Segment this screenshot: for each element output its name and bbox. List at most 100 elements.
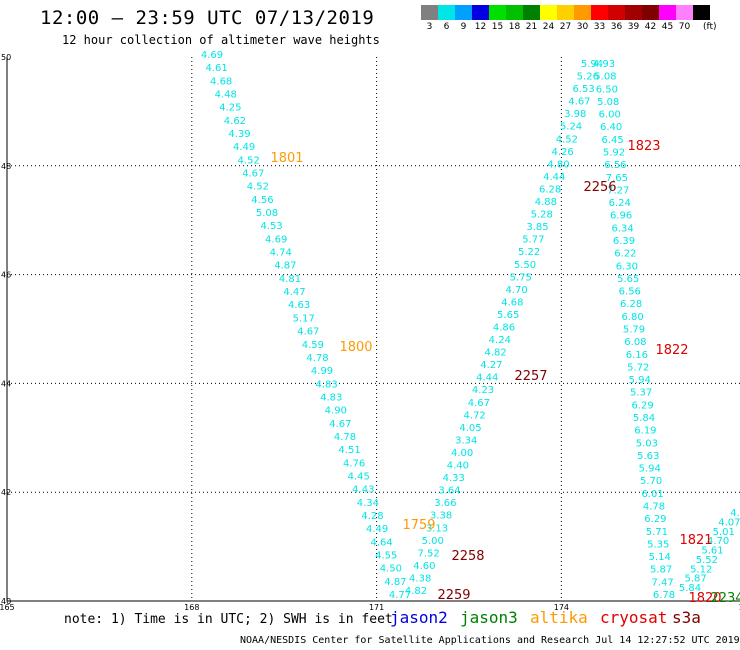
wave-height-value: 5.50 (514, 260, 536, 271)
time-label: 2257 (514, 369, 547, 384)
legend-swatch (574, 5, 591, 20)
page-subtitle: 12 hour collection of altimeter wave hei… (62, 33, 380, 47)
wave-height-value: 4.80 (547, 159, 569, 170)
legend-bin: 21 (523, 5, 540, 32)
legend-unit: (ft) (703, 22, 717, 32)
wave-height-value: 5.00 (422, 536, 444, 547)
wave-height-value: 4.39 (228, 129, 250, 140)
legend-bin: 9 (455, 5, 472, 32)
wave-height-value: 6.01 (641, 489, 663, 500)
time-label: 1821 (679, 533, 712, 548)
satellite-name: jason3 (460, 608, 518, 627)
legend-bin: 30 (574, 5, 591, 32)
wave-height-value: 6.80 (621, 312, 643, 323)
wave-height-value: 4.25 (219, 103, 241, 114)
legend-label: 39 (627, 22, 640, 32)
wave-height-value: 5.08 (256, 208, 278, 219)
wave-height-value: 5.79 (623, 325, 645, 336)
legend-swatch (523, 5, 540, 20)
wave-height-value: 3.13 (426, 523, 448, 534)
wave-height-value: 4.76 (343, 458, 365, 469)
wave-height-value: 4.93 (593, 59, 615, 70)
wave-height-value: 4.63 (288, 300, 310, 311)
wave-height-value: 4.07 (718, 517, 740, 528)
wave-height-value: 4.74 (270, 248, 292, 259)
wave-height-value: 5.24 (560, 122, 582, 133)
legend-swatch (659, 5, 676, 20)
legend-label: 15 (491, 22, 504, 32)
wave-height-value: 5.87 (684, 574, 706, 585)
legend-swatch (421, 5, 438, 20)
wave-height-value: 4.33 (443, 473, 465, 484)
wave-height-value: 5.26 (577, 72, 599, 83)
wave-height-value: 5.87 (650, 565, 672, 576)
wave-height-value: 4.69 (265, 234, 287, 245)
wave-height-value: 6.96 (610, 211, 632, 222)
time-label: 1822 (655, 343, 688, 358)
wave-height-value: 5.65 (497, 310, 519, 321)
legend-bin: 18 (506, 5, 523, 32)
wave-height-value: 4.99 (311, 366, 333, 377)
wave-height-value: 5.84 (679, 583, 701, 594)
wave-height-value: 4.27 (480, 360, 502, 371)
time-label: 1759 (402, 518, 435, 533)
wave-height-value: 4.70 (505, 285, 527, 296)
time-label: 1820 (688, 591, 721, 606)
wave-height-value: 6.40 (600, 122, 622, 133)
wave-height-value: 4.44 (476, 373, 498, 384)
legend-label: 33 (593, 22, 606, 32)
legend-label: 30 (576, 22, 589, 32)
wave-height-value: 4.59 (302, 340, 324, 351)
legend-label: 36 (610, 22, 623, 32)
longitude-tick-label: 177 (739, 603, 740, 612)
latitude-tick-label: 46 (1, 271, 11, 280)
wave-height-value: 3.38 (430, 511, 452, 522)
legend-bin (693, 5, 710, 32)
wave-height-value: 4.87 (384, 577, 406, 588)
legend-label: 70 (678, 22, 691, 32)
wave-height-value: 4.72 (464, 410, 486, 421)
wave-height-value: 4.70 (707, 536, 729, 547)
legend-bin: 33 (591, 5, 608, 32)
wave-height-value: 4.23 (472, 385, 494, 396)
wave-height-value: 5.92 (603, 148, 625, 159)
wave-height-value: 3.64 (438, 486, 460, 497)
legend-swatch (591, 5, 608, 20)
wave-height-value: 5.65 (617, 274, 639, 285)
wave-height-value: 4.60 (413, 561, 435, 572)
wave-height-value: 5.35 (647, 539, 669, 550)
legend-swatch (625, 5, 642, 20)
color-legend: 3 6 9 12 15 18 21 24 27 30 33 36 39 42 45 70 (421, 5, 710, 32)
legend-label: 9 (460, 22, 467, 32)
wave-height-value: 4.86 (493, 323, 515, 334)
wave-height-value: 4.69 (201, 50, 223, 61)
wave-height-value: 6.56 (604, 160, 626, 171)
wave-height-value: 4.78 (334, 432, 356, 443)
legend-label: 6 (443, 22, 450, 32)
wave-height-value: 5.61 (701, 546, 723, 557)
wave-height-value: 6.28 (539, 184, 561, 195)
note-text: note: 1) Time is in UTC; 2) SWH is in fe… (64, 612, 393, 627)
wave-height-value: 4.68 (501, 297, 523, 308)
wave-height-value: 4.78 (643, 502, 665, 513)
legend-label: 18 (508, 22, 521, 32)
wave-height-value: 4.50 (380, 564, 402, 575)
wave-height-value: 4.38 (409, 573, 431, 584)
legend-swatch (540, 5, 557, 20)
wave-height-value: 4.51 (338, 445, 360, 456)
longitude-tick-label: 165 (0, 603, 15, 612)
wave-height-value: 4.62 (224, 116, 246, 127)
wave-height-value: 4.44 (543, 172, 565, 183)
legend-bin: 12 (472, 5, 489, 32)
legend-swatch (506, 5, 523, 20)
latitude-tick-label: 44 (1, 379, 11, 388)
legend-swatch (642, 5, 659, 20)
wave-height-value: 4.52 (247, 182, 269, 193)
wave-height-value: 6.16 (626, 350, 648, 361)
wave-height-value: 4.00 (451, 448, 473, 459)
legend-label: 21 (525, 22, 538, 32)
latitude-tick-label: 42 (1, 488, 11, 497)
wave-height-value: 6.08 (624, 337, 646, 348)
wave-height-value: 4. (730, 508, 740, 519)
